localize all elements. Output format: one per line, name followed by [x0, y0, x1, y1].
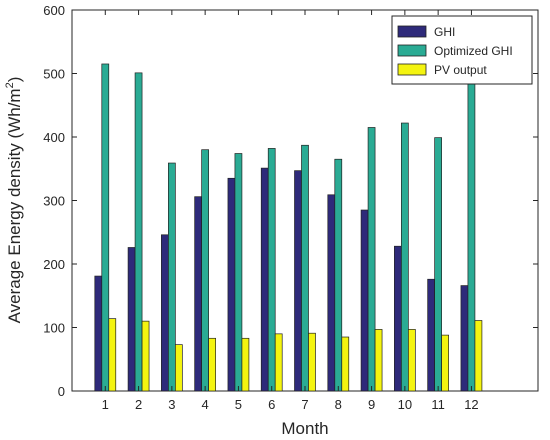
bar-optimized-ghi-4 [201, 149, 209, 392]
bar-ghi-11 [427, 278, 435, 392]
y-tick-label-300: 300 [43, 194, 65, 209]
y-tick-label-500: 500 [43, 67, 65, 82]
bar-pv-output-10 [408, 329, 416, 392]
bar-ghi-2 [127, 247, 136, 392]
bar-optimized-ghi-9 [367, 127, 376, 392]
bar-optimized-ghi-7 [301, 144, 309, 392]
x-tick-label-10: 10 [398, 397, 412, 412]
bar-pv-output-11 [441, 334, 449, 392]
y-axis-label-sup: 2 [4, 82, 16, 88]
y-tick-label-0: 0 [58, 384, 65, 399]
bar-pv-output-4 [208, 337, 216, 392]
y-axis-label: Average Energy density (Wh/m2) [4, 77, 24, 324]
bar-optimized-ghi-2 [134, 72, 143, 392]
x-ticks-group: 1 2 3 4 5 6 7 8 9 10 11 12 [102, 10, 479, 412]
x-tick-label-5: 5 [235, 397, 242, 412]
bar-optimized-ghi-5 [234, 153, 243, 392]
x-tick-label-2: 2 [135, 397, 142, 412]
x-tick-label-12: 12 [464, 397, 478, 412]
legend-label-optimized-ghi: Optimized GHI [434, 44, 513, 58]
x-axis-label: Month [281, 419, 328, 438]
y-axis-label-main: Average Energy density (Wh/m [5, 88, 24, 323]
bar-pv-output-2 [141, 320, 150, 392]
legend-label-pv-output: PV output [434, 63, 487, 77]
bar-ghi-5 [227, 177, 236, 392]
bar-optimized-ghi-10 [401, 122, 409, 392]
bar-optimized-ghi-12 [467, 79, 476, 392]
y-ticks-group: 0 100 200 300 400 500 600 [43, 3, 538, 399]
x-tick-label-8: 8 [335, 397, 342, 412]
bar-pv-output-5 [241, 337, 250, 392]
bar-pv-output-3 [175, 344, 183, 392]
bar-optimized-ghi-3 [168, 162, 176, 392]
bar-pv-output-9 [374, 329, 383, 392]
bar-ghi-10 [394, 245, 402, 392]
legend-label-ghi: GHI [434, 25, 455, 39]
bar-optimized-ghi-1 [101, 63, 110, 392]
bar-ghi-12 [460, 285, 469, 392]
x-tick-label-9: 9 [368, 397, 375, 412]
bar-pv-output-1 [108, 318, 117, 392]
bar-ghi-8 [327, 194, 336, 392]
bar-optimized-ghi-11 [434, 137, 442, 392]
bar-ghi-9 [360, 209, 369, 392]
y-tick-label-100: 100 [43, 321, 65, 336]
bar-ghi-4 [194, 196, 202, 392]
y-tick-label-400: 400 [43, 130, 65, 145]
bar-ghi-6 [260, 167, 269, 392]
y-tick-label-200: 200 [43, 257, 65, 272]
x-tick-label-6: 6 [268, 397, 275, 412]
legend-swatch-pv-output [397, 63, 427, 76]
bar-optimized-ghi-8 [334, 158, 343, 392]
y-axis-label-close: ) [5, 77, 24, 83]
x-tick-label-7: 7 [301, 397, 308, 412]
bar-ghi-7 [294, 170, 302, 392]
bar-optimized-ghi-6 [267, 148, 276, 392]
bar-ghi-3 [161, 234, 169, 392]
legend: GHI Optimized GHI PV output [391, 15, 533, 85]
bar-pv-output-7 [308, 332, 316, 392]
bar-pv-output-8 [341, 336, 350, 392]
legend-swatch-optimized-ghi [397, 44, 427, 57]
y-tick-label-600: 600 [43, 3, 65, 18]
bar-pv-output-6 [274, 333, 283, 392]
x-tick-label-3: 3 [168, 397, 175, 412]
legend-swatch-ghi [397, 25, 427, 38]
bar-ghi-1 [94, 275, 103, 392]
x-tick-label-4: 4 [202, 397, 209, 412]
x-tick-label-11: 11 [431, 397, 445, 412]
x-tick-label-1: 1 [102, 397, 109, 412]
bar-pv-output-12 [474, 320, 483, 392]
